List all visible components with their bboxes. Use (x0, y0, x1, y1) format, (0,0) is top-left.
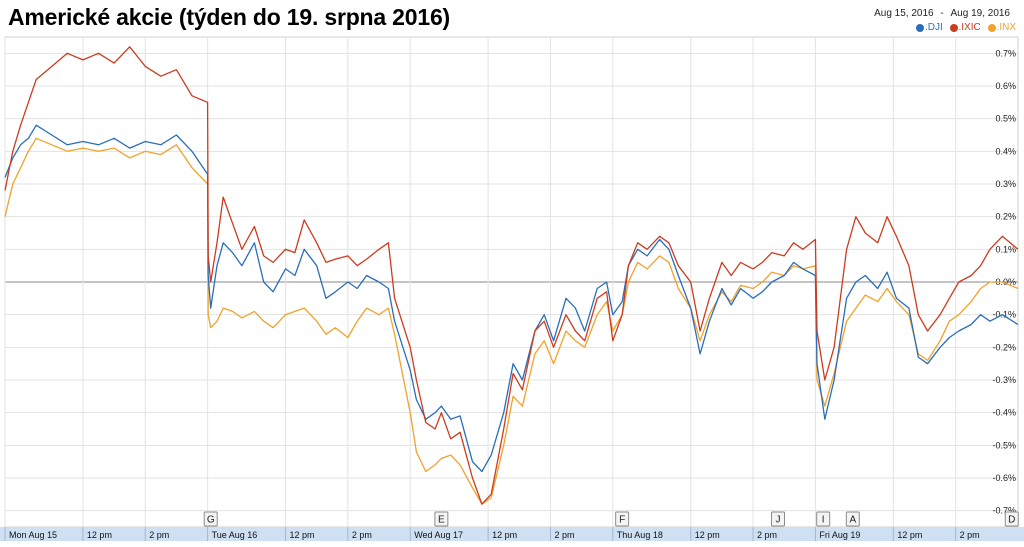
x-tick-label: 12 pm (290, 530, 315, 540)
chart-title: Americké akcie (týden do 19. srpna 2016) (8, 4, 450, 30)
y-tick-label: -0.5% (992, 440, 1016, 450)
event-marker[interactable] (1004, 511, 1019, 527)
y-tick-label: 0.5% (995, 114, 1016, 124)
x-tick-label: Tue Aug 16 (212, 530, 258, 540)
x-tick-label: Fri Aug 19 (819, 530, 860, 540)
x-tick-label: 2 pm (757, 530, 777, 540)
y-tick-label: 0.7% (995, 48, 1016, 58)
legend-dot-inx-icon (987, 23, 996, 32)
date-range: Aug 15, 2016 - Aug 19, 2016 (874, 8, 1010, 19)
y-tick-label: 0.6% (995, 81, 1016, 91)
event-marker-label: A (849, 515, 856, 526)
y-tick-label: -0.2% (992, 342, 1016, 352)
legend-item-ixic[interactable]: .IXIC (949, 22, 981, 33)
date-range-start: Aug 15, 2016 (874, 8, 934, 19)
series-line-ixic[interactable] (4, 46, 1019, 505)
date-range-end: Aug 19, 2016 (950, 8, 1011, 19)
event-marker-label: G (207, 515, 215, 526)
x-tick-label: 2 pm (352, 530, 372, 540)
y-tick-label: 0.4% (995, 146, 1016, 156)
y-tick-label: 0.1% (995, 244, 1016, 254)
x-tick-label: 12 pm (897, 530, 922, 540)
series-line-inx[interactable] (4, 137, 1019, 505)
date-range-separator: - (940, 8, 944, 19)
legend-label-ixic: .IXIC (958, 22, 981, 33)
x-axis-band (0, 527, 1024, 541)
legend-item-inx[interactable]: .INX (987, 22, 1016, 33)
x-tick-label: 2 pm (149, 530, 169, 540)
x-tick-label: Wed Aug 17 (414, 530, 463, 540)
legend-item-dji[interactable]: .DJI (915, 22, 943, 33)
x-tick-label: 2 pm (554, 530, 574, 540)
x-tick-label: Mon Aug 15 (9, 530, 57, 540)
legend: .DJI .IXIC .INX (912, 22, 1016, 35)
legend-label-dji: .DJI (924, 22, 943, 33)
event-marker-label: J (775, 515, 780, 526)
event-marker-label: I (822, 515, 825, 526)
x-tick-label: Thu Aug 18 (617, 530, 663, 540)
legend-label-inx: .INX (996, 22, 1016, 33)
y-tick-label: -0.4% (992, 408, 1016, 418)
x-tick-label: 12 pm (492, 530, 517, 540)
legend-dot-ixic-icon (949, 23, 958, 32)
event-marker[interactable] (615, 511, 630, 527)
event-marker[interactable] (203, 511, 218, 527)
event-marker[interactable] (434, 511, 449, 527)
event-marker[interactable] (845, 511, 860, 527)
x-tick-label: 2 pm (960, 530, 980, 540)
event-marker[interactable] (816, 511, 831, 527)
x-tick-label: 12 pm (695, 530, 720, 540)
y-tick-label: -0.0% (992, 277, 1016, 287)
x-tick-label: 12 pm (87, 530, 112, 540)
event-marker[interactable] (770, 511, 785, 527)
y-tick-label: 0.2% (995, 212, 1016, 222)
legend-dot-dji-icon (915, 23, 924, 32)
y-tick-label: -0.6% (992, 473, 1016, 483)
event-marker-label: F (619, 515, 625, 526)
series-line-dji[interactable] (4, 124, 1019, 473)
y-tick-label: -0.1% (992, 310, 1016, 320)
event-marker-label: D (1008, 515, 1015, 526)
event-marker-label: E (438, 515, 445, 526)
y-tick-label: 0.3% (995, 179, 1016, 189)
y-tick-label: -0.7% (992, 506, 1016, 516)
y-tick-label: -0.3% (992, 375, 1016, 385)
